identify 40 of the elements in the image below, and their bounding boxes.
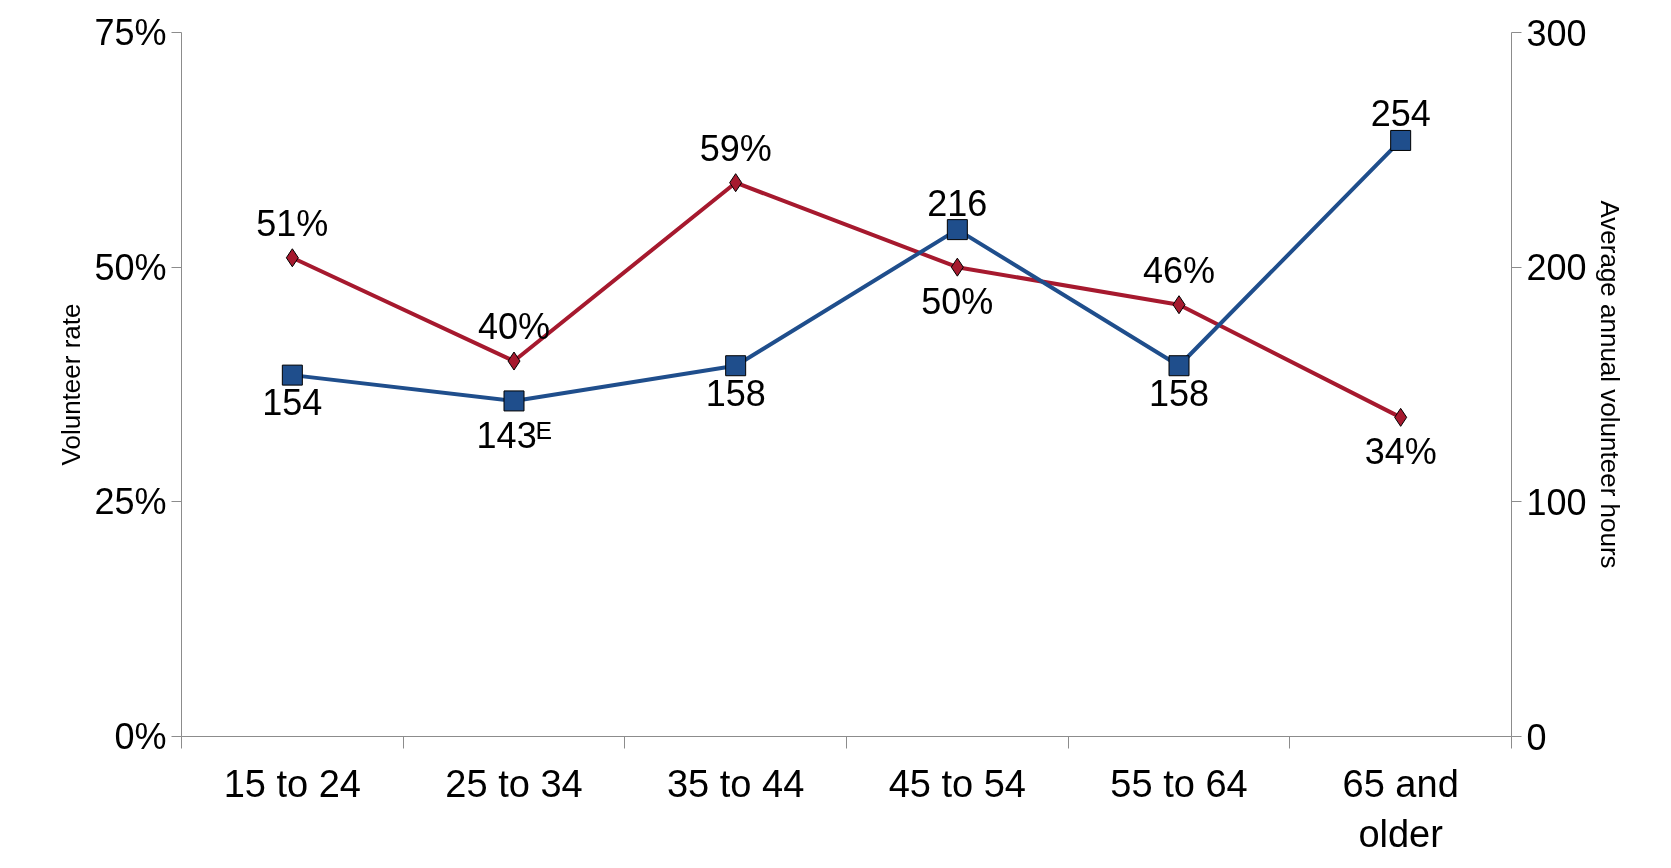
y2-tick-label: 0 xyxy=(1526,716,1547,758)
point xyxy=(1172,295,1186,315)
x-tick-label: 65 and older xyxy=(1342,762,1459,855)
data-label: 46% xyxy=(1142,249,1216,291)
x-tick-label: 35 to 44 xyxy=(667,762,805,805)
data-label: 51% xyxy=(256,202,329,244)
point xyxy=(1394,407,1408,427)
point xyxy=(507,351,521,371)
point xyxy=(1168,355,1190,377)
point xyxy=(281,364,303,386)
point xyxy=(503,390,525,412)
x-tick-label: 45 to 54 xyxy=(888,762,1027,805)
point xyxy=(950,257,964,277)
y2-axis-title: Average annual volunteer hours xyxy=(1594,200,1625,569)
y2-tick-label: 200 xyxy=(1526,247,1587,289)
data-label: 254 xyxy=(1370,93,1431,135)
y2-tick-label: 100 xyxy=(1526,481,1587,523)
data-label: 50% xyxy=(921,281,994,323)
y-tick-label: 0% xyxy=(114,716,167,757)
data-label: 59% xyxy=(699,127,772,169)
point xyxy=(285,248,299,268)
data-label: 158 xyxy=(1148,372,1210,414)
x-tick-label: 55 to 64 xyxy=(1110,762,1248,805)
y-tick-label: 25% xyxy=(94,481,167,523)
point xyxy=(729,173,743,193)
point xyxy=(946,219,968,241)
data-label: 158 xyxy=(705,372,766,414)
point xyxy=(725,355,747,377)
data-label: 40% xyxy=(477,306,551,348)
x-tick-label: 15 to 24 xyxy=(223,762,362,805)
data-label: 143ᴱ xyxy=(476,414,552,456)
y-tick-label: 75% xyxy=(94,12,167,53)
point xyxy=(1390,129,1412,151)
y-axis-title: Volunteer rate xyxy=(56,303,87,466)
data-label: 216 xyxy=(927,182,988,224)
data-label: 34% xyxy=(1364,431,1437,473)
data-label: 154 xyxy=(262,382,323,424)
y-tick-label: 50% xyxy=(94,246,167,288)
x-tick-label: 25 to 34 xyxy=(445,762,583,805)
y2-tick-label: 300 xyxy=(1526,12,1587,54)
